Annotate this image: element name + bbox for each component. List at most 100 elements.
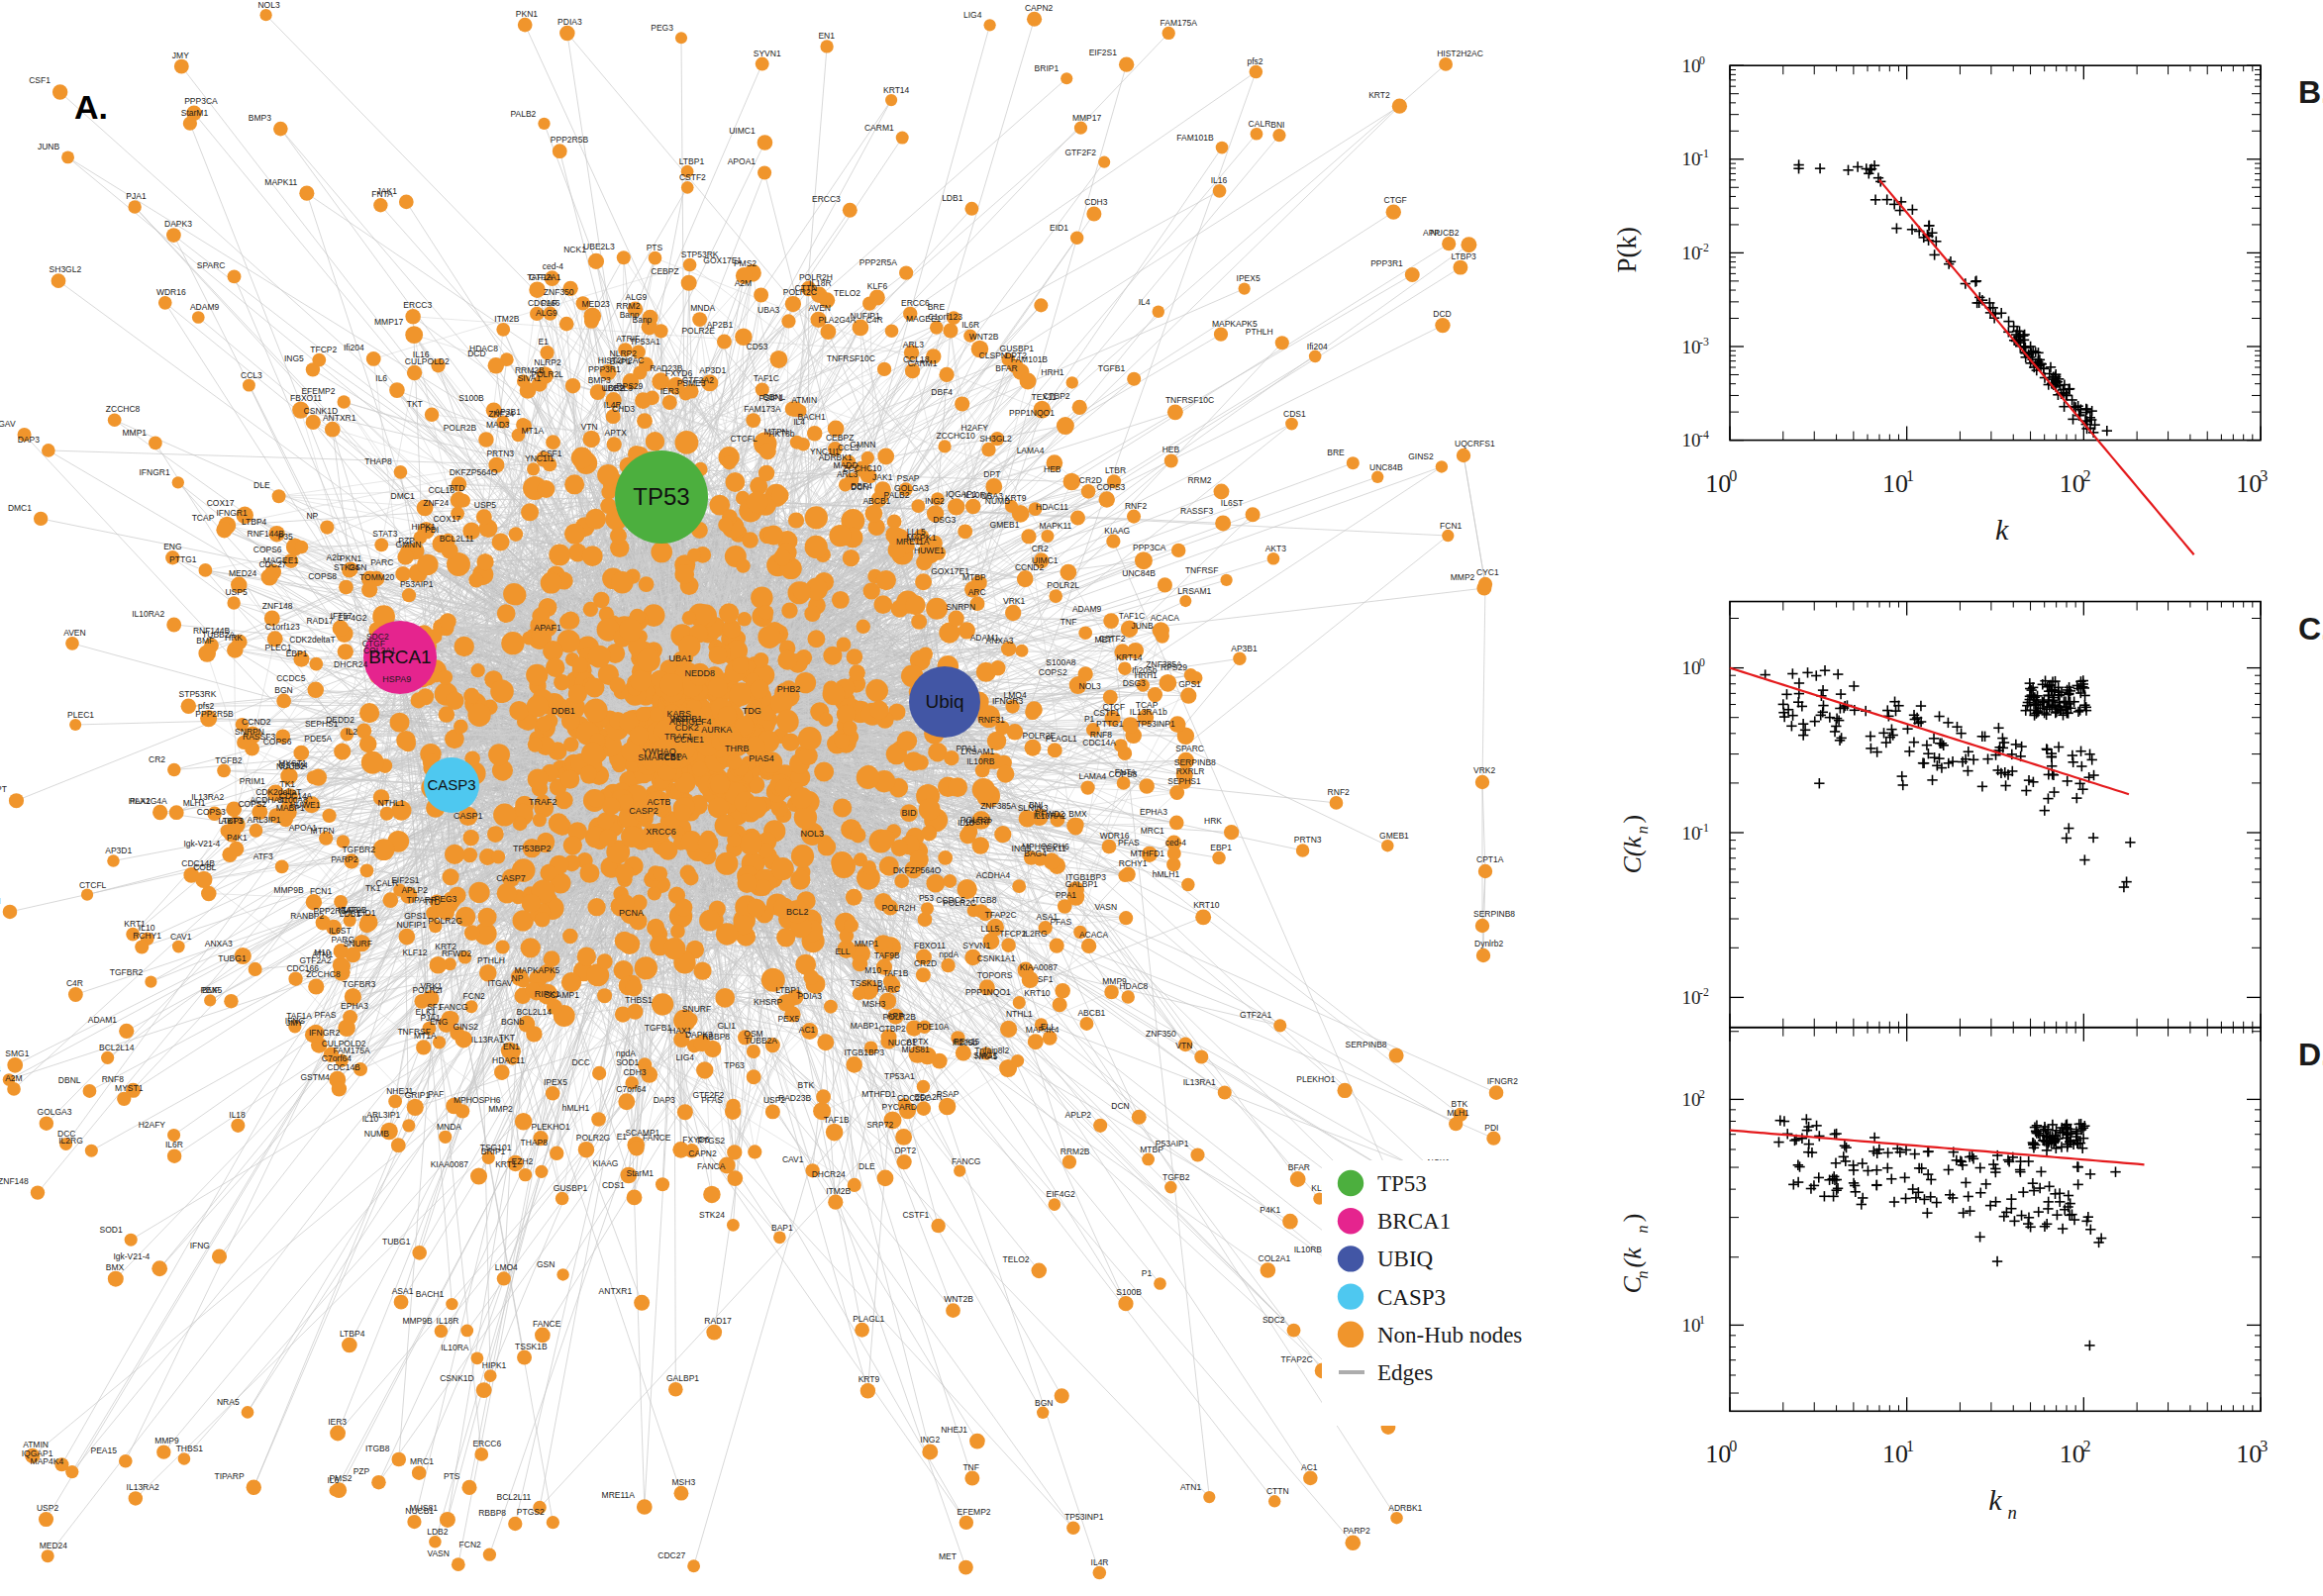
svg-text:UIMC1: UIMC1 [1032,555,1059,565]
svg-text:n: n [1634,1270,1651,1278]
svg-text:FANCE: FANCE [533,1319,561,1329]
svg-text:2: 2 [2083,1438,2091,1454]
svg-text:IFNG: IFNG [190,1241,210,1250]
svg-text:TCAP: TCAP [192,513,215,523]
svg-text:UNC84B: UNC84B [1122,568,1156,578]
svg-text:IPEX5: IPEX5 [544,1077,567,1087]
svg-text:ZNF24: ZNF24 [423,498,449,508]
svg-text:BRCA1: BRCA1 [1377,1209,1451,1234]
svg-text:COX17: COX17 [207,498,235,508]
svg-text:CDC27: CDC27 [657,1550,685,1560]
svg-text:BCL2L11: BCL2L11 [440,534,474,544]
svg-text:BAG4: BAG4 [0,1064,1,1074]
svg-text:ADAM9: ADAM9 [1072,604,1102,614]
svg-text:H2AFY: H2AFY [139,1120,166,1130]
svg-text:TP53INP1: TP53INP1 [1064,1512,1103,1522]
svg-text:DAP3: DAP3 [18,435,40,445]
svg-text:10: 10 [2236,1440,2262,1468]
svg-text:NOL3: NOL3 [1079,681,1101,691]
svg-text:A2b: A2b [327,552,342,562]
svg-text:BFAR: BFAR [995,363,1017,373]
svg-text:POLR2I: POLR2I [412,985,442,995]
svg-text:C1orf123: C1orf123 [265,622,300,632]
svg-text:MTPN: MTPN [764,427,788,437]
svg-text:PHB2: PHB2 [777,684,801,694]
svg-text:APP: APP [887,1011,904,1021]
svg-text:ELK1: ELK1 [416,1007,437,1017]
svg-text:KRT2: KRT2 [435,942,456,951]
svg-text:PPP2R5B: PPP2R5B [195,709,234,719]
svg-text:NUCB2: NUCB2 [276,761,305,771]
svg-text:FCN2: FCN2 [459,1540,481,1549]
svg-text:IFNG: IFNG [285,1016,305,1026]
svg-text:AC1: AC1 [799,1025,816,1035]
svg-text:SYVN1: SYVN1 [962,941,990,950]
svg-text:SERPINB8: SERPINB8 [1473,909,1515,919]
svg-text:ced-4: ced-4 [1165,838,1187,848]
svg-text:H2AFY: H2AFY [961,423,989,433]
svg-text:ACACA: ACACA [1079,930,1109,940]
svg-text:E1: E1 [617,1132,628,1142]
svg-text:BID: BID [901,808,917,818]
svg-text:FAM173A: FAM173A [744,404,781,414]
svg-text:MAPKAPK5: MAPKAPK5 [1212,319,1258,329]
svg-text:FCN1: FCN1 [1440,521,1462,531]
svg-text:MMP2: MMP2 [488,1104,513,1114]
svg-text:DCN: DCN [851,482,868,492]
svg-text:WDR16: WDR16 [156,287,186,297]
svg-text:RPS29: RPS29 [1161,662,1187,672]
svg-text:M10: M10 [864,965,881,975]
svg-text:SNRPN: SNRPN [235,727,264,737]
svg-text:CR2: CR2 [1032,544,1049,553]
svg-text:DCD: DCD [467,349,485,358]
svg-text:CDH3: CDH3 [623,1067,646,1077]
svg-text:VTN: VTN [1175,1041,1192,1050]
svg-text:PDI: PDI [425,525,439,535]
svg-text:LTBP1: LTBP1 [679,156,705,166]
svg-text:ANTXR1: ANTXR1 [599,1286,633,1296]
svg-text:ACACA: ACACA [1151,613,1180,623]
svg-text:BMP3: BMP3 [249,113,271,123]
svg-text:ITM2B: ITM2B [494,314,519,324]
svg-text:ADRBK1: ADRBK1 [1388,1503,1422,1513]
svg-text:MT1A: MT1A [414,1031,437,1041]
svg-text:HRH1: HRH1 [1041,367,1063,377]
svg-text:PPP2R5B: PPP2R5B [551,135,589,145]
svg-text:GOX17E1: GOX17E1 [931,566,969,576]
svg-text:ING5: ING5 [284,353,304,363]
svg-text:FANCG: FANCG [439,1002,467,1012]
svg-text:LIG4: LIG4 [676,1052,695,1062]
svg-text:AP3D1: AP3D1 [699,365,726,375]
svg-text:GALBP1: GALBP1 [666,1373,699,1383]
svg-text:NHEJ1: NHEJ1 [941,1425,967,1435]
svg-text:IL16: IL16 [1211,175,1228,185]
svg-text:BMX: BMX [106,1262,125,1272]
svg-text:TUBG1: TUBG1 [218,953,247,963]
svg-text:COPS3: COPS3 [1097,482,1126,492]
svg-text:IL10RA2: IL10RA2 [132,609,164,619]
svg-text:FAM101B: FAM101B [1176,133,1214,143]
svg-text:C.: C. [2298,611,2323,647]
svg-text:C1orf123: C1orf123 [928,312,962,322]
svg-text:USP5: USP5 [225,587,247,597]
svg-text:MNDA: MNDA [690,303,715,313]
svg-text:3: 3 [2260,1438,2268,1454]
svg-text:LTBP4: LTBP4 [242,517,267,527]
svg-text:KIAA0087: KIAA0087 [431,1159,469,1169]
svg-text:USP2: USP2 [37,1503,58,1513]
svg-text:AC1: AC1 [1301,1462,1318,1472]
svg-text:TFAP2C: TFAP2C [984,910,1016,920]
svg-text:CAPN2: CAPN2 [1025,3,1054,13]
svg-text:ced-4: ced-4 [543,261,564,271]
svg-text:MAD3: MAD3 [486,420,510,430]
svg-text:NOL3: NOL3 [257,0,279,10]
svg-text:JUNB: JUNB [38,142,60,151]
svg-text:CASP2: CASP2 [629,806,658,816]
svg-text:IL10RB: IL10RB [966,756,995,766]
svg-text:RNF144B: RNF144B [193,626,231,636]
svg-text:TELO2: TELO2 [1003,1254,1030,1264]
svg-text:TAF1B: TAF1B [883,968,909,978]
svg-text:CTCFL: CTCFL [730,434,758,444]
svg-text:RAD17: RAD17 [704,1316,732,1326]
svg-text:CASP3: CASP3 [1377,1285,1446,1310]
